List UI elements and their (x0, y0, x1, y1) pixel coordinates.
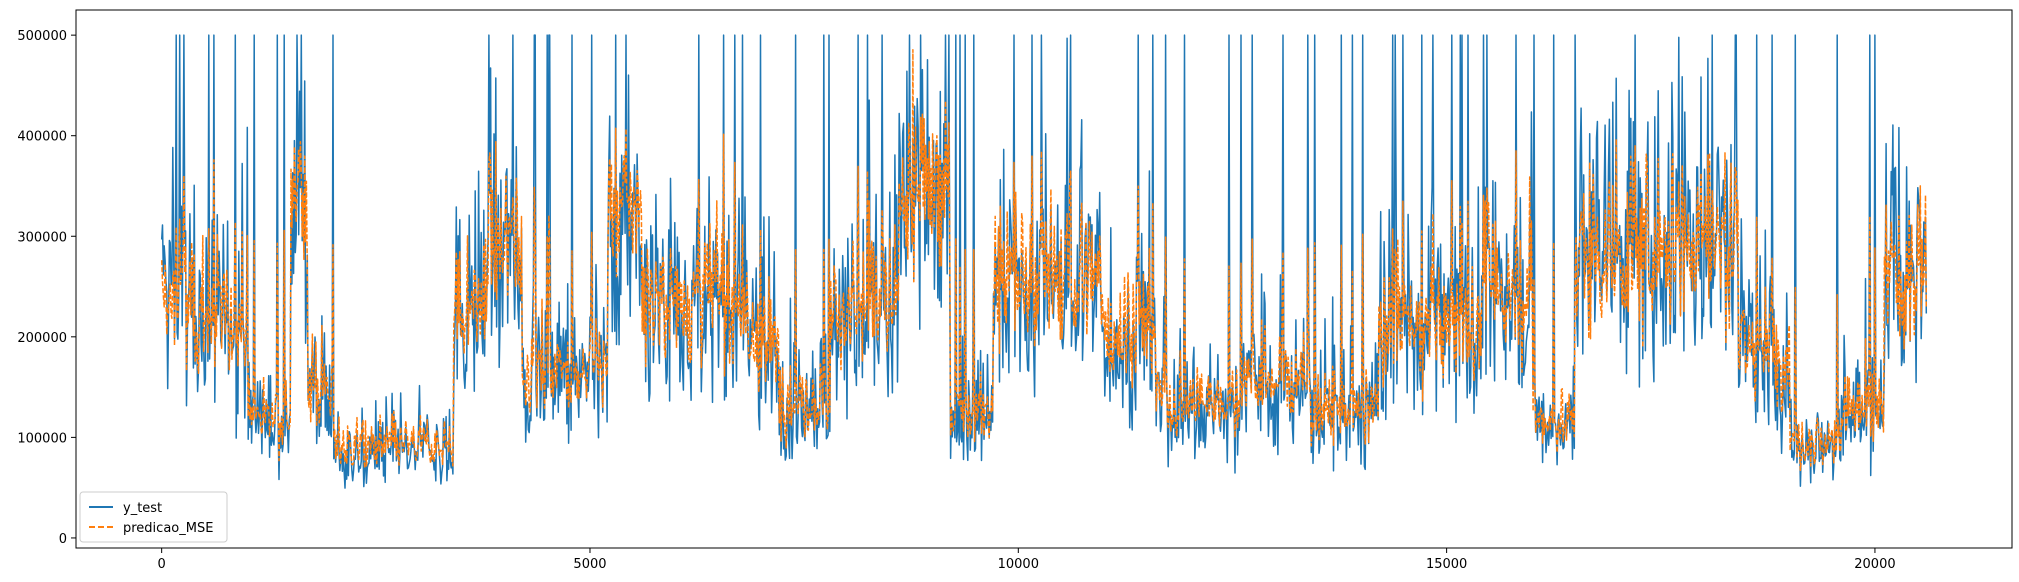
x-tick-label: 15000 (1426, 557, 1467, 572)
y-tick-label: 200000 (17, 331, 67, 346)
x-tick-label: 5000 (573, 557, 606, 572)
y-tick-label: 300000 (17, 230, 67, 245)
x-tick-label: 10000 (998, 557, 1039, 572)
legend: y_test predicao_MSE (79, 491, 228, 543)
x-tick-label: 20000 (1854, 557, 1895, 572)
legend-box (79, 491, 228, 543)
y-tick-label: 0 (59, 532, 67, 547)
series-layer (160, 34, 1928, 489)
x-tick-label: 0 (158, 557, 166, 572)
x-axis: 0 5000 10000 15000 20000 (158, 548, 1896, 572)
plot-frame (75, 9, 2013, 549)
legend-label-predicao-mse: predicao_MSE (123, 521, 213, 536)
y-tick-label: 500000 (17, 29, 67, 44)
legend-label-y-test: y_test (123, 501, 162, 516)
y-tick-label: 100000 (17, 431, 67, 446)
y-tick-label: 400000 (17, 130, 67, 145)
y-axis: 0 100000 200000 300000 400000 500000 (17, 29, 76, 547)
series-line-predicao-mse (160, 48, 1928, 472)
